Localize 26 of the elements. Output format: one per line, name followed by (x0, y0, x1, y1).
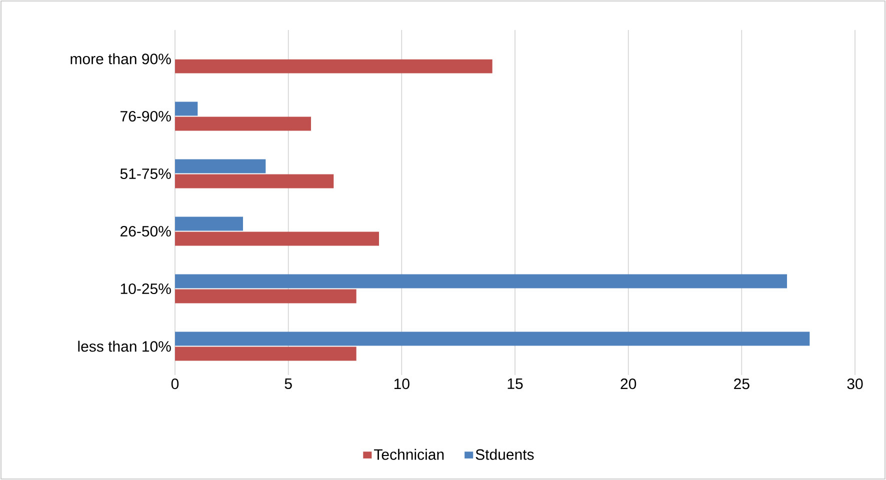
x-tick-label: 25 (734, 378, 750, 390)
bar (175, 232, 379, 246)
y-tick-label: less than 10% (78, 340, 171, 352)
bar (175, 116, 312, 131)
bar (175, 216, 244, 231)
x-tick-label: 5 (284, 378, 292, 389)
y-tick-label: 10-25% (120, 283, 171, 294)
legend-label: Stduents (476, 448, 534, 460)
bar (175, 274, 788, 288)
bar (175, 346, 356, 361)
bar (175, 159, 266, 174)
bar (175, 174, 334, 188)
y-tick-label: 26-50% (120, 226, 171, 237)
x-tick-label: 0 (171, 378, 179, 390)
x-tick-label: 15 (508, 378, 523, 389)
y-tick-label: 51-75% (120, 168, 171, 180)
y-tick-label: 76-90% (120, 110, 171, 122)
bar (175, 102, 198, 116)
bar (175, 289, 356, 304)
bar (175, 59, 492, 74)
x-tick-label: 10 (394, 378, 410, 390)
x-tick-label: 30 (847, 378, 863, 390)
y-tick-label: more than 90% (70, 53, 171, 64)
x-tick-label: 20 (620, 378, 636, 390)
legend-label: Technician (374, 448, 444, 460)
bar (175, 332, 810, 346)
